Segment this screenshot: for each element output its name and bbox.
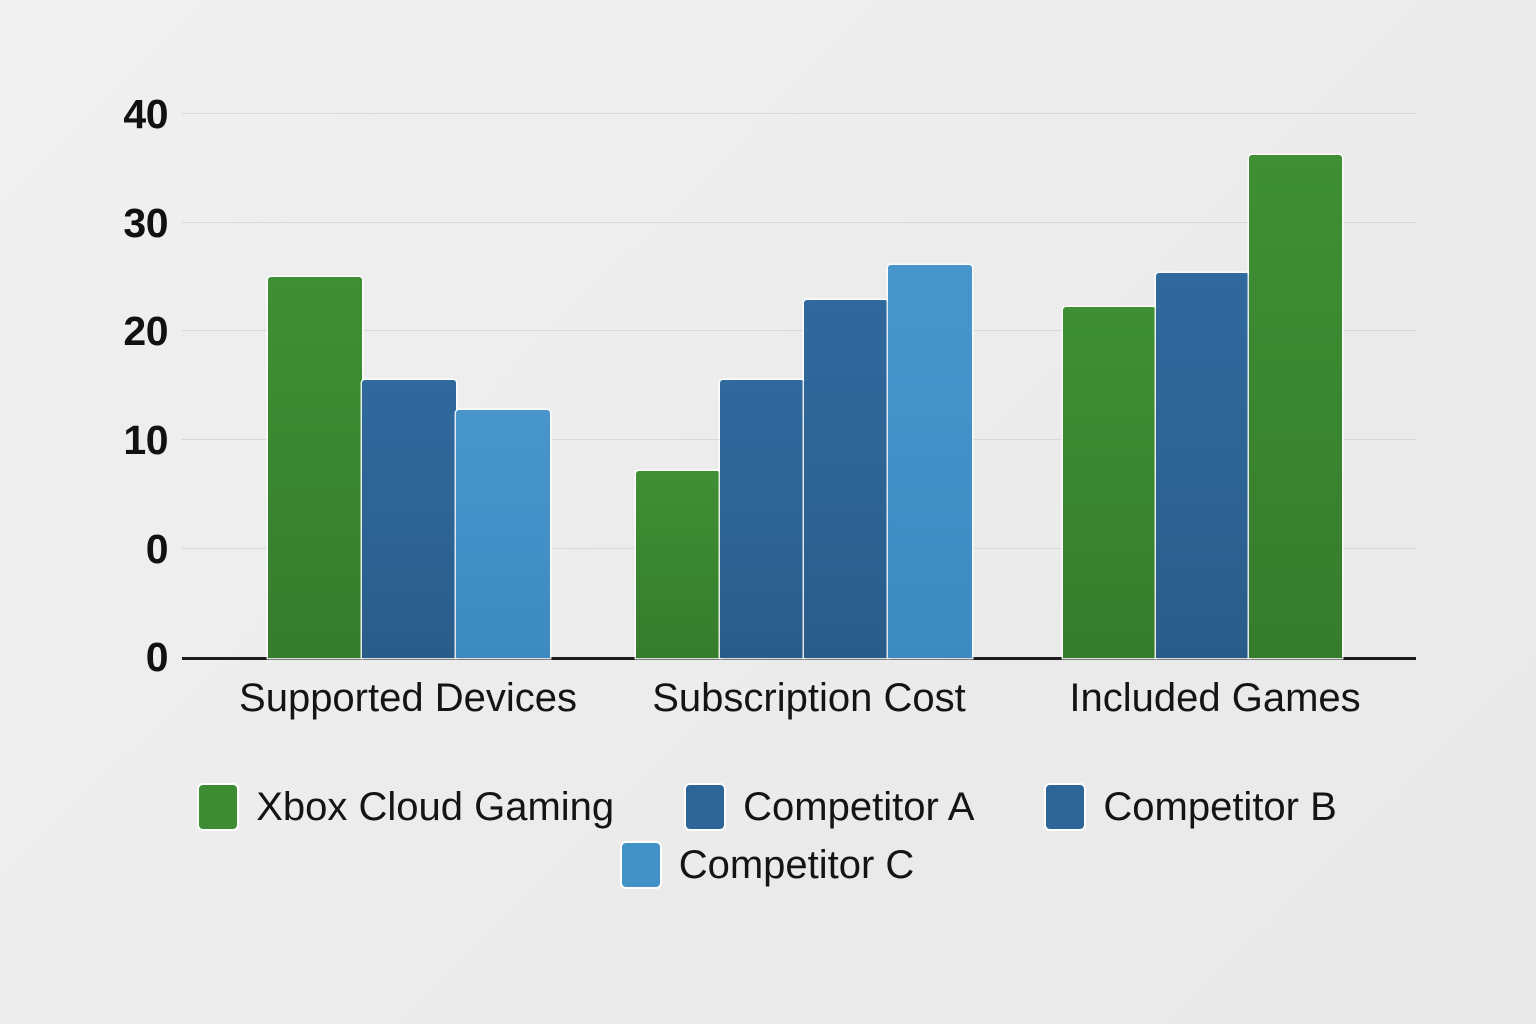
x-axis-label-subscription-cost: Subscription Cost bbox=[652, 676, 966, 720]
x-axis-line bbox=[182, 657, 1416, 660]
legend-label-xbox-cloud-gaming: Xbox Cloud Gaming bbox=[256, 785, 615, 829]
y-tick-label-0: 0 bbox=[145, 526, 169, 572]
gridline-40 bbox=[182, 113, 1416, 114]
y-tick-label-10: 10 bbox=[123, 417, 168, 463]
legend-item-competitor-c[interactable]: Competitor C bbox=[621, 843, 915, 887]
bar-supported-devices-competitor-c[interactable] bbox=[456, 410, 550, 658]
legend-row-1: Xbox Cloud Gaming Competitor A Competito… bbox=[0, 785, 1536, 829]
legend-row-2: Competitor C bbox=[0, 843, 1536, 887]
y-tick-label-40: 40 bbox=[123, 91, 168, 137]
bar-included-games-competitor-b[interactable] bbox=[1249, 155, 1342, 658]
y-tick-label-20: 20 bbox=[123, 308, 168, 354]
legend-label-competitor-a: Competitor A bbox=[743, 785, 975, 829]
legend-swatch-icon-competitor-a bbox=[686, 785, 725, 829]
y-tick-label-baseline: 0 bbox=[145, 634, 169, 680]
bar-subscription-cost-xbox-cloud-gaming[interactable] bbox=[636, 471, 720, 658]
bar-subscription-cost-competitor-b[interactable] bbox=[804, 300, 888, 658]
legend-swatch-icon-competitor-c bbox=[621, 843, 660, 887]
bar-included-games-xbox-cloud-gaming[interactable] bbox=[1063, 307, 1156, 658]
x-axis-label-supported-devices: Supported Devices bbox=[239, 676, 577, 720]
legend-item-xbox-cloud-gaming[interactable]: Xbox Cloud Gaming bbox=[199, 785, 614, 829]
legend-swatch-icon-competitor-b bbox=[1046, 785, 1085, 829]
legend-label-competitor-c: Competitor C bbox=[678, 843, 915, 887]
bar-supported-devices-xbox-cloud-gaming[interactable] bbox=[268, 277, 362, 658]
legend-item-competitor-a[interactable]: Competitor A bbox=[686, 785, 974, 829]
legend-label-competitor-b: Competitor B bbox=[1103, 785, 1337, 829]
bar-subscription-cost-competitor-a[interactable] bbox=[720, 380, 804, 658]
x-axis-label-included-games: Included Games bbox=[1069, 676, 1361, 720]
legend-item-competitor-b[interactable]: Competitor B bbox=[1046, 785, 1337, 829]
gridline-30 bbox=[182, 222, 1416, 223]
gridline-20 bbox=[182, 330, 1416, 331]
bar-supported-devices-competitor-a[interactable] bbox=[362, 380, 456, 658]
bar-included-games-competitor-a[interactable] bbox=[1156, 273, 1249, 658]
bar-subscription-cost-competitor-c[interactable] bbox=[888, 265, 972, 658]
y-tick-label-30: 30 bbox=[123, 200, 168, 246]
chart-legend: Xbox Cloud Gaming Competitor A Competito… bbox=[0, 785, 1536, 887]
legend-swatch-icon-xbox-cloud-gaming bbox=[199, 785, 238, 829]
